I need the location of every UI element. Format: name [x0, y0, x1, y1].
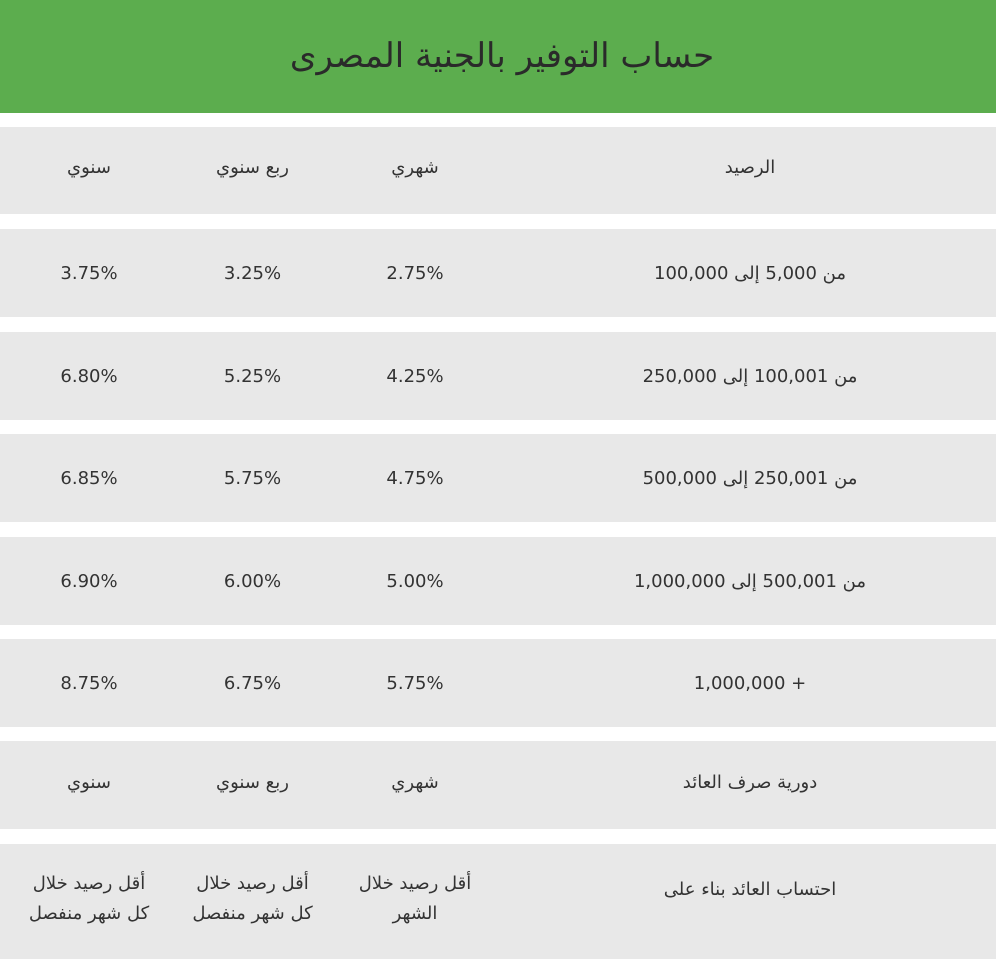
balance-range-cell: من 500,001 إلى 1,000,000 [633, 570, 867, 592]
calc-annual-cell: أقل رصيد خلال كل شهر منفصل [8, 844, 170, 959]
payout-frequency-row: دورية صرف العائد شهري ربع سنوي سنوي [0, 741, 996, 829]
monthly-rate-cell: 4.25% [386, 365, 444, 387]
balance-range-cell: من 5,000 إلى 100,000 [654, 262, 846, 284]
calc-annual-line2: كل شهر منفصل [28, 902, 150, 924]
annual-rate-cell: 3.75% [60, 262, 118, 284]
payout-monthly-cell: شهري [391, 771, 439, 793]
table-row: من 250,001 إلى 500,000 4.75% 5.75% 6.85% [0, 434, 996, 522]
payout-frequency-label: دورية صرف العائد [682, 771, 818, 793]
balance-range-cell: 1,000,000 + [693, 672, 807, 694]
monthly-rate-cell: 4.75% [386, 467, 444, 489]
calc-quarterly-line1: أقل رصيد خلال [196, 872, 309, 894]
calc-quarterly-cell: أقل رصيد خلال كل شهر منفصل [170, 844, 335, 959]
calc-monthly-line1: أقل رصيد خلال [358, 872, 472, 894]
quarterly-rate-cell: 6.00% [223, 570, 282, 592]
column-header-annual: سنوي [67, 157, 111, 178]
table-row: 1,000,000 + 5.75% 6.75% 8.75% [0, 639, 996, 727]
page-title: حساب التوفير بالجنية المصرى [289, 36, 715, 76]
column-header-quarterly: ربع سنوي [216, 157, 289, 178]
quarterly-rate-cell: 5.25% [223, 365, 282, 387]
quarterly-rate-cell: 6.75% [223, 672, 282, 694]
interest-calculation-row: احتساب العائد بناء على أقل رصيد خلال الش… [0, 844, 996, 959]
table-row: من 500,001 إلى 1,000,000 5.00% 6.00% 6.9… [0, 537, 996, 625]
calc-quarterly-line2: كل شهر منفصل [192, 902, 313, 924]
calc-monthly-cell: أقل رصيد خلال الشهر [335, 844, 495, 959]
table-row: من 5,000 إلى 100,000 2.75% 3.25% 3.75% [0, 229, 996, 317]
annual-rate-cell: 6.90% [60, 570, 118, 592]
page-header: حساب التوفير بالجنية المصرى [0, 0, 996, 113]
quarterly-rate-cell: 5.75% [223, 467, 282, 489]
column-header-balance: الرصيد [724, 157, 776, 178]
monthly-rate-cell: 5.00% [386, 570, 444, 592]
calc-annual-line1: أقل رصيد خلال [32, 872, 146, 894]
interest-calculation-label: احتساب العائد بناء على [663, 879, 837, 900]
annual-rate-cell: 8.75% [60, 672, 118, 694]
annual-rate-cell: 6.80% [60, 365, 118, 387]
calc-monthly-line2: الشهر [392, 902, 438, 924]
payout-quarterly-cell: ربع سنوي [216, 771, 289, 793]
payout-annual-cell: سنوي [67, 771, 111, 793]
table-row: من 100,001 إلى 250,000 4.25% 5.25% 6.80% [0, 332, 996, 420]
column-header-monthly: شهري [391, 157, 439, 178]
annual-rate-cell: 6.85% [60, 467, 118, 489]
monthly-rate-cell: 5.75% [386, 672, 444, 694]
table-header-row: الرصيد شهري ربع سنوي سنوي [0, 127, 996, 214]
quarterly-rate-cell: 3.25% [223, 262, 282, 284]
balance-range-cell: من 250,001 إلى 500,000 [642, 467, 858, 489]
balance-range-cell: من 100,001 إلى 250,000 [642, 365, 858, 387]
monthly-rate-cell: 2.75% [386, 262, 444, 284]
